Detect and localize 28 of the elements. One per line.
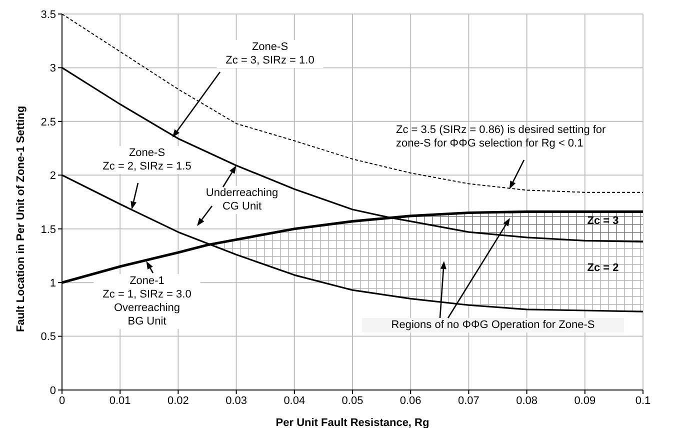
x-tick-label: 0 <box>58 394 66 407</box>
annotation: Regions of no ΦΦG Operation for Zone-S <box>391 319 595 331</box>
y-tick-label: 2.5 <box>40 116 56 128</box>
x-tick-label: 0.09 <box>574 394 596 407</box>
y-tick-label: 3.5 <box>40 8 56 21</box>
x-tick-label: 0.01 <box>109 394 131 407</box>
x-tick-label: 0.05 <box>342 394 364 407</box>
x-tick-label: 0.1 <box>635 394 651 407</box>
annotation: Zc = 3.5 (SIRz = 0.86) is desired setting for zone-S for ΦΦG selection for Rg < 0.1 <box>396 124 606 150</box>
x-tick-label: 0.08 <box>516 394 538 407</box>
x-tick-label: 0.04 <box>284 394 306 407</box>
x-axis-title: Per Unit Fault Resistance, Rg <box>276 417 430 429</box>
y-tick-label: 0.5 <box>40 331 56 344</box>
annotation: Zone-S Zc = 3, SIRz = 1.0 <box>226 41 314 66</box>
annotation: Zone-S Zc = 2, SIRz = 1.5 <box>102 147 192 172</box>
x-tick-label: 0.07 <box>458 394 480 407</box>
x-tick-label: 0.02 <box>167 394 189 407</box>
y-tick-label: 0 <box>50 384 56 397</box>
y-axis-title: Fault Location in Per Unit of Zone-1 Setting <box>14 106 27 332</box>
x-tick-label: 0.06 <box>400 394 422 407</box>
y-tick-label: 3 <box>50 62 56 75</box>
annotation: Zc = 2 <box>587 262 619 274</box>
annotation: Zc = 3 <box>587 215 619 227</box>
x-tick-label: 0.03 <box>226 394 248 407</box>
y-tick-label: 2 <box>50 170 56 182</box>
y-tick-label: 1.5 <box>40 224 56 236</box>
y-tick-label: 1 <box>50 277 56 290</box>
annotation: Zone-1 Zc = 1, SIRz = 3.0 Overreaching BG Unit <box>102 275 192 328</box>
